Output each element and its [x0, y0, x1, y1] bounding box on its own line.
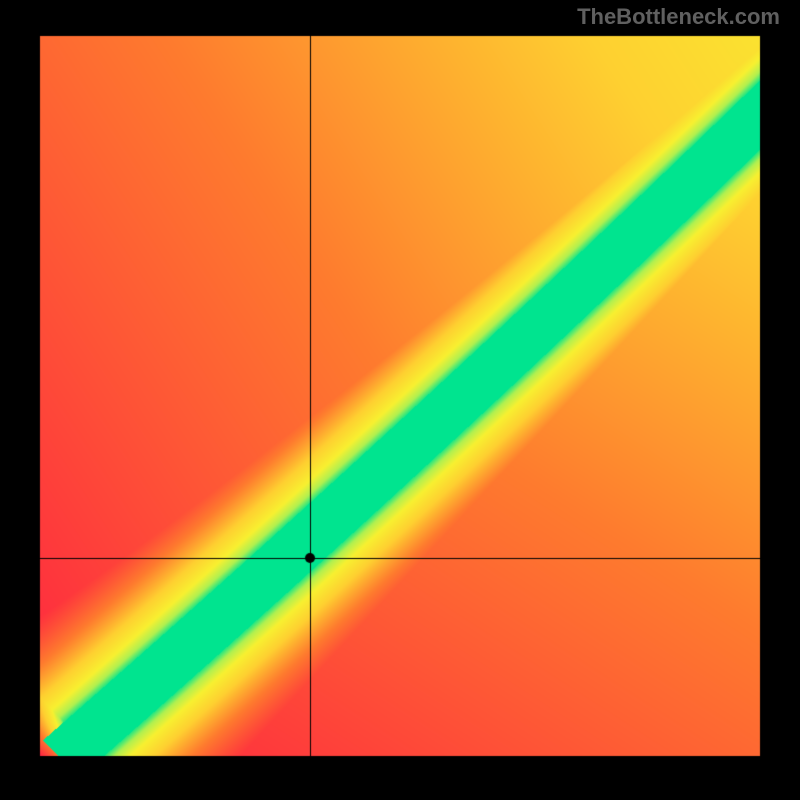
watermark-text: TheBottleneck.com	[577, 4, 780, 30]
chart-container: TheBottleneck.com	[0, 0, 800, 800]
heatmap-canvas	[0, 0, 800, 800]
